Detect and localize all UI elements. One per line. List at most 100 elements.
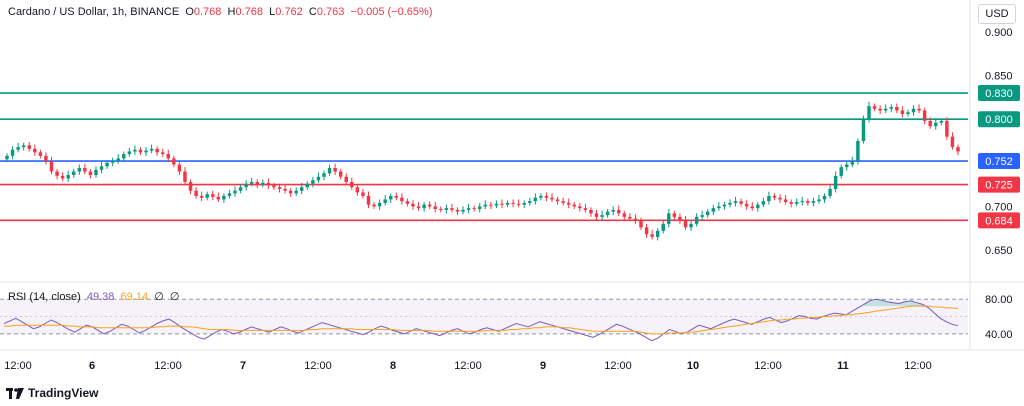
candle	[511, 199, 515, 208]
candle-body	[60, 175, 65, 179]
candle-body	[950, 136, 955, 148]
candle	[288, 188, 293, 197]
candle-body	[311, 180, 315, 184]
candle	[172, 155, 176, 168]
candle-body	[144, 150, 148, 153]
candle	[244, 180, 248, 191]
symbol-legend: Cardano / US Dollar, 1h, BINANCE O0.768 …	[8, 6, 432, 18]
candle	[911, 105, 916, 116]
candle	[733, 196, 738, 207]
candle	[867, 101, 871, 123]
candle-body	[261, 182, 265, 185]
candle	[461, 206, 465, 215]
candle	[333, 163, 337, 176]
rsi-extra-2: ∅	[169, 291, 180, 303]
candle	[694, 213, 699, 227]
currency-button[interactable]: USD	[978, 4, 1016, 24]
candle-body	[427, 204, 432, 207]
candle-body	[316, 176, 321, 181]
candle	[544, 192, 549, 202]
candle-body	[105, 162, 109, 167]
candle-body	[394, 195, 399, 198]
rsi-overbought-fill	[863, 299, 923, 307]
change-value: −0.005 (−0.65%)	[350, 6, 433, 18]
candle	[5, 153, 9, 162]
tradingview-logo-icon	[6, 387, 24, 399]
candle-body	[783, 199, 788, 203]
candle-body	[800, 201, 805, 203]
candle-body	[539, 195, 543, 198]
candle-body	[372, 204, 376, 207]
candle	[494, 200, 499, 209]
candle-body	[489, 204, 493, 206]
candle-body	[389, 195, 393, 200]
candle	[650, 229, 654, 240]
candle	[227, 189, 232, 199]
candle-body	[522, 202, 526, 205]
candle	[611, 206, 615, 216]
rsi-value: 49.38	[86, 291, 115, 303]
candle-body	[605, 211, 610, 216]
candle-body	[578, 206, 582, 209]
candle	[839, 164, 843, 179]
candle-body	[594, 213, 599, 217]
candle-body	[5, 155, 9, 160]
time-tick-label: 12:00	[304, 360, 332, 372]
time-tick-label: 12:00	[454, 360, 482, 372]
candle-body	[205, 194, 209, 198]
rsi-level-label: 40.00	[985, 329, 1013, 341]
candle-body	[199, 195, 204, 198]
candle	[255, 179, 259, 189]
candle	[466, 203, 471, 214]
candle-body	[44, 155, 48, 162]
candle-body	[322, 173, 326, 177]
candle-body	[822, 195, 827, 200]
candle	[522, 200, 526, 209]
candle-body	[77, 168, 82, 172]
candle	[205, 191, 209, 201]
candle	[878, 105, 882, 114]
candle	[756, 202, 760, 212]
candle-body	[355, 187, 360, 193]
candle-body	[878, 108, 882, 111]
candle-body	[750, 206, 754, 209]
candle-body	[405, 201, 410, 204]
candle-body	[122, 154, 126, 159]
candle-body	[439, 209, 443, 211]
candle-body	[689, 223, 693, 228]
candle-body	[845, 164, 849, 168]
candle	[828, 185, 832, 199]
level-label: 0.725	[985, 180, 1013, 192]
candle-body	[166, 154, 171, 159]
rsi-legend: RSI (14, close) 49.38 69.14 ∅ ∅	[8, 290, 180, 303]
candle	[49, 156, 54, 175]
candle-body	[561, 201, 565, 203]
candle	[794, 198, 799, 207]
price-tick-label: 0.900	[985, 27, 1013, 39]
candle	[895, 103, 899, 114]
candle-body	[600, 215, 604, 217]
candle	[528, 197, 532, 206]
candle-body	[377, 202, 382, 207]
time-tick-label: 7	[240, 360, 246, 372]
brand[interactable]: TradingView	[6, 386, 98, 400]
time-tick-label: 12:00	[604, 360, 632, 372]
candle-body	[383, 199, 387, 203]
candle	[806, 198, 810, 206]
candle-body	[99, 166, 104, 170]
candle-body	[856, 141, 860, 162]
candle	[900, 106, 905, 118]
candle	[355, 184, 360, 196]
candle	[294, 187, 298, 196]
candle	[16, 142, 20, 153]
candle-body	[661, 223, 665, 231]
candle-body	[266, 182, 271, 186]
candle-body	[338, 171, 343, 177]
candle	[655, 228, 660, 241]
candle-body	[188, 181, 193, 191]
candle	[605, 209, 610, 218]
rsi-extra-1: ∅	[154, 291, 164, 303]
candle	[711, 204, 716, 216]
low-value: 0.762	[275, 6, 303, 18]
candle-body	[706, 211, 710, 216]
